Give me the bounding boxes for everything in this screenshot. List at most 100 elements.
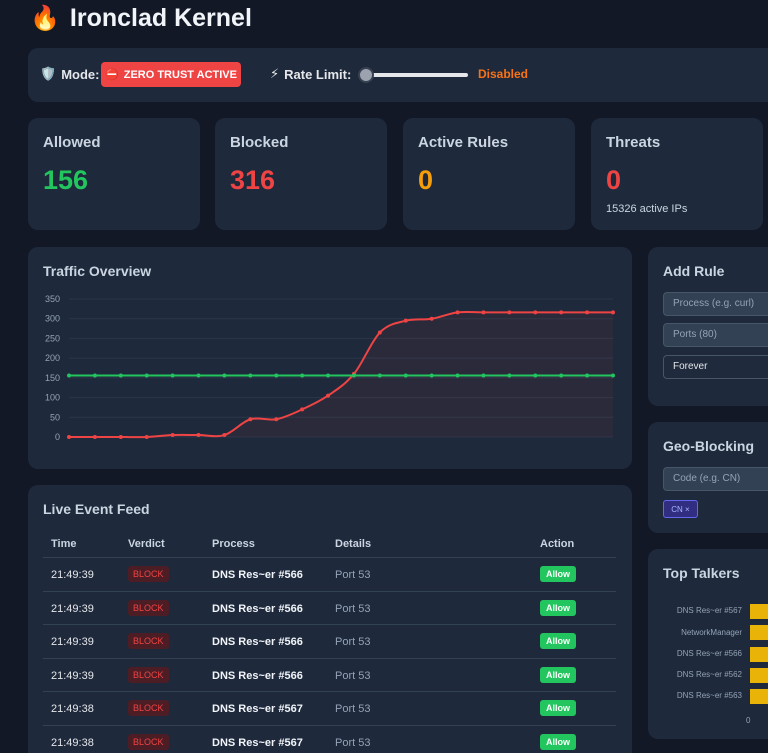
data-point bbox=[67, 373, 71, 378]
lightning-icon: ⚡ bbox=[270, 66, 280, 81]
stat-value: 0 bbox=[606, 165, 622, 195]
duration-select[interactable]: Forever bbox=[663, 355, 768, 379]
table-row: 21:49:39 BLOCK DNS Res~er #566 Port 53 A… bbox=[43, 558, 616, 592]
stat-value: 156 bbox=[43, 165, 89, 195]
event-time: 21:49:39 bbox=[51, 569, 94, 581]
event-details: Port 53 bbox=[335, 669, 371, 682]
data-point bbox=[559, 373, 564, 378]
mode-bar: 🛡️ Mode: ⛔ ZERO TRUST ACTIVE ⚡ Rate Limi… bbox=[28, 48, 768, 102]
stat-card-blocked: Blocked 316 bbox=[215, 118, 387, 230]
rate-limit-slider-thumb[interactable] bbox=[358, 67, 374, 83]
zero-trust-toggle-button[interactable]: ⛔ ZERO TRUST ACTIVE bbox=[101, 62, 241, 87]
add-rule-title: Add Rule bbox=[663, 263, 725, 279]
talker-label: DNS Res~er #566 bbox=[676, 649, 742, 658]
y-tick-label: 250 bbox=[45, 333, 60, 343]
data-point bbox=[611, 373, 615, 378]
data-point bbox=[403, 318, 408, 323]
data-point bbox=[118, 435, 123, 439]
stat-label: Active Rules bbox=[418, 134, 509, 151]
stat-label: Blocked bbox=[230, 134, 289, 151]
data-point bbox=[533, 373, 538, 378]
y-tick-label: 0 bbox=[55, 432, 60, 442]
stat-label: Allowed bbox=[43, 134, 101, 151]
event-details: Port 53 bbox=[335, 636, 371, 648]
talker-label: NetworkManager bbox=[681, 628, 742, 637]
allow-button[interactable]: Allow bbox=[540, 566, 576, 582]
talker-label: DNS Res~er #563 bbox=[676, 691, 742, 700]
data-point bbox=[118, 373, 123, 378]
data-point bbox=[585, 373, 590, 378]
app-title: 🔥 Ironclad Kernel bbox=[30, 2, 252, 34]
talker-bar bbox=[750, 647, 768, 662]
data-point bbox=[248, 373, 253, 378]
geo-blocking-card: Geo-Blocking Code (e.g. CN) CN × bbox=[648, 422, 768, 533]
data-point bbox=[377, 330, 382, 335]
column-header-action: Action bbox=[540, 538, 575, 550]
mode-label-text: Mode: bbox=[61, 66, 100, 82]
country-code-input[interactable]: Code (e.g. CN) bbox=[663, 467, 768, 491]
geo-title: Geo-Blocking bbox=[663, 438, 755, 454]
data-point bbox=[274, 373, 279, 378]
event-time: 21:49:39 bbox=[51, 669, 94, 682]
talker-label: DNS Res~er #567 bbox=[676, 606, 742, 615]
event-process: DNS Res~er #566 bbox=[212, 602, 303, 615]
data-point bbox=[559, 310, 564, 315]
talker-bar bbox=[750, 668, 768, 683]
stat-card-active-rules: Active Rules 0 bbox=[403, 118, 575, 230]
data-point bbox=[170, 433, 175, 438]
data-point bbox=[455, 310, 460, 315]
allow-button[interactable]: Allow bbox=[540, 666, 576, 683]
event-process: DNS Res~er #567 bbox=[212, 736, 303, 749]
y-tick-label: 350 bbox=[45, 294, 60, 304]
data-point bbox=[248, 417, 253, 422]
data-point bbox=[144, 373, 149, 378]
talker-label: DNS Res~er #562 bbox=[676, 670, 742, 679]
traffic-overview-card: Traffic Overview 0 50 100 150 200 250 300 350 bbox=[28, 247, 632, 469]
traffic-title: Traffic Overview bbox=[43, 263, 152, 279]
y-tick-label: 50 bbox=[50, 412, 60, 422]
data-point bbox=[455, 373, 460, 378]
allow-button[interactable]: Allow bbox=[540, 733, 576, 750]
table-row: 21:49:38 BLOCK DNS Res~er #567 Port 53 A… bbox=[43, 692, 616, 726]
data-point bbox=[300, 373, 305, 378]
feed-header-row: Time Verdict Process Details Action bbox=[43, 533, 616, 558]
event-details: Port 53 bbox=[335, 736, 371, 749]
mode-label: 🛡️ Mode: bbox=[40, 66, 99, 82]
data-point bbox=[67, 435, 71, 439]
allow-button[interactable]: Allow bbox=[540, 700, 576, 716]
table-row: 21:49:39 BLOCK DNS Res~er #566 Port 53 A… bbox=[43, 625, 616, 659]
rate-limit-slider-track[interactable] bbox=[366, 73, 468, 77]
event-process: DNS Res~er #566 bbox=[212, 569, 303, 581]
data-point bbox=[611, 310, 615, 315]
data-point bbox=[429, 373, 434, 378]
allow-button[interactable]: Allow bbox=[540, 633, 576, 649]
event-time: 21:49:39 bbox=[51, 602, 94, 615]
stat-value: 316 bbox=[230, 165, 276, 195]
add-rule-card: Add Rule Process (e.g. curl) Ports (80) … bbox=[648, 247, 768, 406]
shield-icon: 🛡️ bbox=[40, 66, 57, 81]
data-point bbox=[274, 417, 279, 422]
country-chip-cn[interactable]: CN × bbox=[663, 500, 698, 518]
ports-input[interactable]: Ports (80) bbox=[663, 323, 768, 347]
table-row: 21:49:38 BLOCK DNS Res~er #567 Port 53 A… bbox=[43, 726, 616, 753]
y-tick-label: 200 bbox=[45, 353, 60, 363]
talker-bar bbox=[750, 604, 768, 619]
event-time: 21:49:38 bbox=[51, 703, 94, 715]
verdict-badge: BLOCK bbox=[128, 599, 169, 616]
allow-button[interactable]: Allow bbox=[540, 599, 576, 616]
event-details: Port 53 bbox=[335, 703, 371, 715]
stat-card-threats: Threats 0 15326 active IPs bbox=[591, 118, 763, 230]
stat-value: 0 bbox=[418, 165, 434, 195]
data-point bbox=[92, 373, 97, 378]
process-input[interactable]: Process (e.g. curl) bbox=[663, 292, 768, 316]
zero-trust-label: ZERO TRUST ACTIVE bbox=[123, 68, 237, 81]
stat-label: Threats bbox=[606, 134, 661, 151]
data-point bbox=[429, 316, 434, 321]
verdict-badge: BLOCK bbox=[128, 566, 169, 582]
column-header-process: Process bbox=[212, 538, 255, 550]
data-point bbox=[507, 310, 512, 315]
data-point bbox=[222, 373, 227, 378]
data-point bbox=[300, 407, 305, 412]
data-point bbox=[326, 373, 331, 378]
data-point bbox=[92, 435, 97, 439]
